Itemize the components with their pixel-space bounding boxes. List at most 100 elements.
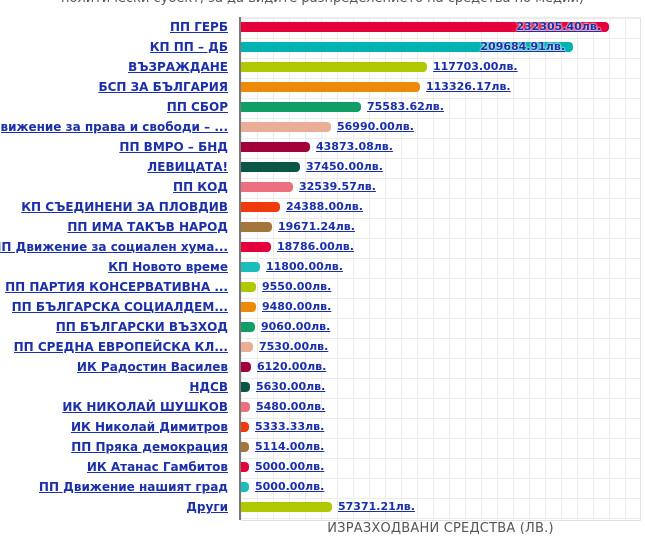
- category-link[interactable]: КП ПП – ДБ: [150, 37, 228, 57]
- category-link[interactable]: КП Новото време: [108, 257, 228, 277]
- bar[interactable]: [241, 122, 331, 132]
- category-link[interactable]: ПП ГЕРБ: [170, 17, 228, 37]
- value-label-link[interactable]: 5630.00лв.: [256, 380, 326, 393]
- bar[interactable]: [241, 422, 249, 432]
- category-label-text: ПП БЪЛГАРСКИ ВЪЗХОД: [55, 320, 228, 334]
- bar[interactable]: [241, 242, 271, 252]
- value-label-link[interactable]: 232305.40лв.: [516, 20, 601, 33]
- category-label-text: ПП Пряка демокрация: [71, 440, 228, 454]
- value-label-link[interactable]: 7530.00лв.: [259, 340, 329, 353]
- value-label-link[interactable]: 117703.00лв.: [433, 60, 518, 73]
- bar[interactable]: [241, 202, 280, 212]
- category-link[interactable]: ПП ИМА ТАКЪВ НАРОД: [67, 217, 228, 237]
- bar[interactable]: [241, 502, 332, 512]
- bar-row: 5630.00лв.: [241, 377, 640, 397]
- value-label-link[interactable]: 5114.00лв.: [255, 440, 325, 453]
- category-link[interactable]: ПП СБОР: [167, 97, 228, 117]
- category-link[interactable]: ПП БЪЛГАРСКИ ВЪЗХОД: [56, 317, 228, 337]
- value-label-link[interactable]: 11800.00лв.: [266, 260, 343, 273]
- category-link[interactable]: ПП Движение за социален хума...: [0, 237, 228, 257]
- bar-row: 6120.00лв.: [241, 357, 640, 377]
- bar[interactable]: [241, 462, 249, 472]
- bar[interactable]: [241, 322, 255, 332]
- value-label-link[interactable]: 113326.17лв.: [426, 80, 511, 93]
- category-label-text: ПП СБОР: [166, 100, 228, 114]
- category-link[interactable]: ПП Пряка демокрация: [71, 437, 228, 457]
- value-label-link[interactable]: 56990.00лв.: [337, 120, 414, 133]
- category-label-text: ИК Радостин Василев: [76, 360, 228, 374]
- value-label-link[interactable]: 5000.00лв.: [255, 460, 325, 473]
- bar-row: 9060.00лв.: [241, 317, 640, 337]
- bar-row: 113326.17лв.: [241, 77, 640, 97]
- value-label-link[interactable]: 9550.00лв.: [262, 280, 332, 293]
- value-label-link[interactable]: 9060.00лв.: [261, 320, 331, 333]
- bar-row: 56990.00лв.: [241, 117, 640, 137]
- category-label-text: ИК Николай Димитров: [70, 420, 228, 434]
- value-label-link[interactable]: 209684.91лв.: [480, 40, 565, 53]
- bar-row: 117703.00лв.: [241, 57, 640, 77]
- bar[interactable]: [241, 442, 249, 452]
- value-label-link[interactable]: 6120.00лв.: [257, 360, 327, 373]
- y-axis-line: [239, 17, 241, 520]
- category-link[interactable]: КП СЪЕДИНЕНИ ЗА ПЛОВДИВ: [21, 197, 228, 217]
- category-link[interactable]: ИК НИКОЛАЙ ШУШКОВ: [62, 397, 228, 417]
- value-label-link[interactable]: 24388.00лв.: [286, 200, 363, 213]
- value-label-link[interactable]: 19671.24лв.: [278, 220, 355, 233]
- bar[interactable]: [241, 162, 300, 172]
- category-label-text: Движение за права и свободи – ...: [0, 120, 228, 134]
- value-label-link[interactable]: 9480.00лв.: [262, 300, 332, 313]
- category-link[interactable]: ИК Радостин Василев: [77, 357, 228, 377]
- value-label-link[interactable]: 75583.62лв.: [367, 100, 444, 113]
- bar-row: 37450.00лв.: [241, 157, 640, 177]
- bar[interactable]: [241, 222, 272, 232]
- bar-row: 5480.00лв.: [241, 397, 640, 417]
- category-link[interactable]: ПП ВМРО – БНД: [119, 137, 228, 157]
- bar-row: 11800.00лв.: [241, 257, 640, 277]
- bar-row: 57371.21лв.: [241, 497, 640, 517]
- category-link[interactable]: ПП ПАРТИЯ КОНСЕРВАТИВНА ...: [5, 277, 228, 297]
- category-label-text: ПП Движение нашият град: [38, 480, 228, 494]
- value-label-link[interactable]: 57371.21лв.: [338, 500, 415, 513]
- value-label-link[interactable]: 18786.00лв.: [277, 240, 354, 253]
- bar[interactable]: [241, 82, 420, 92]
- category-link[interactable]: ПП КОД: [173, 177, 228, 197]
- bar[interactable]: [241, 342, 253, 352]
- category-link[interactable]: ЛЕВИЦАТА!: [147, 157, 228, 177]
- bar[interactable]: [241, 102, 361, 112]
- category-link[interactable]: Други: [186, 497, 228, 517]
- bar-row: 32539.57лв.: [241, 177, 640, 197]
- value-label-link[interactable]: 5480.00лв.: [256, 400, 326, 413]
- category-link[interactable]: ИК Николай Димитров: [71, 417, 228, 437]
- value-label-link[interactable]: 43873.08лв.: [316, 140, 393, 153]
- bar[interactable]: [241, 382, 250, 392]
- bar[interactable]: [241, 362, 251, 372]
- value-label-link[interactable]: 32539.57лв.: [299, 180, 376, 193]
- category-link[interactable]: ПП БЪЛГАРСКА СОЦИАЛДЕМ...: [12, 297, 228, 317]
- category-link[interactable]: ПП СРЕДНА ЕВРОПЕЙСКА КЛ...: [14, 337, 228, 357]
- bar-row: 19671.24лв.: [241, 217, 640, 237]
- category-link[interactable]: БСП ЗА БЪЛГАРИЯ: [98, 77, 228, 97]
- category-link[interactable]: ПП Движение нашият град: [39, 477, 228, 497]
- bar-row: 5114.00лв.: [241, 437, 640, 457]
- category-link[interactable]: НДСВ: [189, 377, 228, 397]
- bar[interactable]: [241, 262, 260, 272]
- category-link[interactable]: ИК Атанас Гамбитов: [87, 457, 228, 477]
- value-label-link[interactable]: 37450.00лв.: [306, 160, 383, 173]
- category-link[interactable]: ВЪЗРАЖДАНЕ: [128, 57, 228, 77]
- bar[interactable]: [241, 42, 573, 52]
- category-label-text: КП СЪЕДИНЕНИ ЗА ПЛОВДИВ: [21, 200, 228, 214]
- bar[interactable]: [241, 482, 249, 492]
- bar[interactable]: [241, 182, 293, 192]
- bar-row: 209684.91лв.: [241, 37, 640, 57]
- bar[interactable]: [241, 62, 427, 72]
- bar[interactable]: [241, 282, 256, 292]
- bar[interactable]: [241, 22, 609, 32]
- bar[interactable]: [241, 302, 256, 312]
- value-label-link[interactable]: 5333.33лв.: [255, 420, 325, 433]
- bar[interactable]: [241, 402, 250, 412]
- category-label-text: НДСВ: [189, 380, 228, 394]
- bar-row: 5000.00лв.: [241, 457, 640, 477]
- bar[interactable]: [241, 142, 310, 152]
- value-label-link[interactable]: 5000.00лв.: [255, 480, 325, 493]
- category-link[interactable]: Движение за права и свободи – ...: [0, 117, 228, 137]
